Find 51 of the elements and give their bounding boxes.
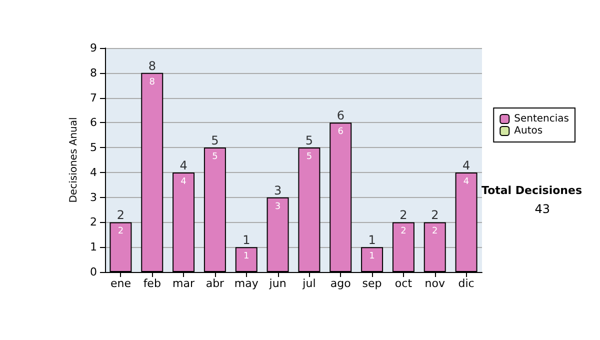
total-label: 5 xyxy=(211,134,219,148)
text: 43 xyxy=(534,202,550,216)
x-tick-label: feb xyxy=(143,277,161,290)
y-axis-title: Decisiones Anual xyxy=(68,117,80,203)
data-label: 5 xyxy=(212,152,218,162)
x-tick-label: dic xyxy=(458,277,474,290)
total-label: 2 xyxy=(400,208,408,222)
data-label: 2 xyxy=(118,226,124,237)
data-label: 1 xyxy=(369,252,375,262)
y-tick-label: 7 xyxy=(90,91,97,104)
annotation: Total Decisiones xyxy=(482,184,582,197)
y-tick-label: 8 xyxy=(90,66,97,80)
total-label: 4 xyxy=(180,158,188,172)
data-label: 5 xyxy=(306,152,312,162)
x-tick-label: jul xyxy=(302,277,316,290)
legend-label: Autos xyxy=(514,126,543,136)
data-label: 2 xyxy=(432,226,438,237)
total-label: 2 xyxy=(116,208,125,222)
total-label: 1 xyxy=(368,233,376,248)
y-tick-label: 5 xyxy=(90,141,97,154)
total-label: 5 xyxy=(305,134,314,148)
x-tick-label: jun xyxy=(268,277,286,290)
x-tick-label: ago xyxy=(330,277,352,290)
data-label: 1 xyxy=(244,252,250,262)
x-tick-label: oct xyxy=(394,277,413,290)
y-tick-label: 2 xyxy=(90,216,97,229)
total-label: 4 xyxy=(462,158,470,172)
y-tick-label: 4 xyxy=(90,166,97,179)
data-label: 4 xyxy=(463,176,470,187)
data-label: 8 xyxy=(149,77,156,88)
total-label: 6 xyxy=(336,108,344,123)
y-tick-label: 9 xyxy=(90,42,97,54)
x-tick-label: nov xyxy=(424,277,446,290)
y-tick-label: 0 xyxy=(90,266,97,278)
data-label: 2 xyxy=(400,226,406,237)
y-tick-label: 3 xyxy=(90,190,97,204)
x-tick-label: may xyxy=(234,277,259,290)
y-tick-label: 6 xyxy=(90,116,97,130)
total-label: 1 xyxy=(242,233,250,248)
x-tick-label: ene xyxy=(110,277,132,290)
total-label: 3 xyxy=(274,183,282,198)
x-tick-label: mar xyxy=(172,277,196,290)
data-label: 6 xyxy=(338,127,344,138)
total-label: 2 xyxy=(431,208,439,222)
x-tick-label: sep xyxy=(362,277,382,290)
x-tick-label: abr xyxy=(206,277,225,290)
total-label: 8 xyxy=(148,58,156,73)
y-tick-label: 1 xyxy=(90,240,97,254)
legend-label: Sentencias xyxy=(514,114,570,124)
data-label: 3 xyxy=(274,202,281,212)
data-label: 4 xyxy=(180,176,187,187)
